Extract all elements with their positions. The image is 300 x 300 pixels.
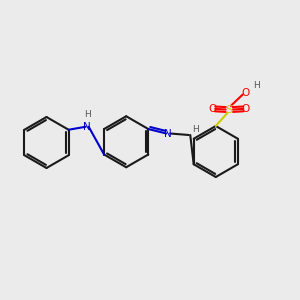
Text: O: O <box>242 104 250 114</box>
Text: H: H <box>192 124 199 134</box>
Text: N: N <box>164 128 172 139</box>
Text: S: S <box>226 104 233 115</box>
Text: H: H <box>84 110 91 119</box>
Text: O: O <box>242 88 250 98</box>
Text: N: N <box>83 122 91 132</box>
Text: O: O <box>208 104 217 114</box>
Text: H: H <box>253 81 260 90</box>
